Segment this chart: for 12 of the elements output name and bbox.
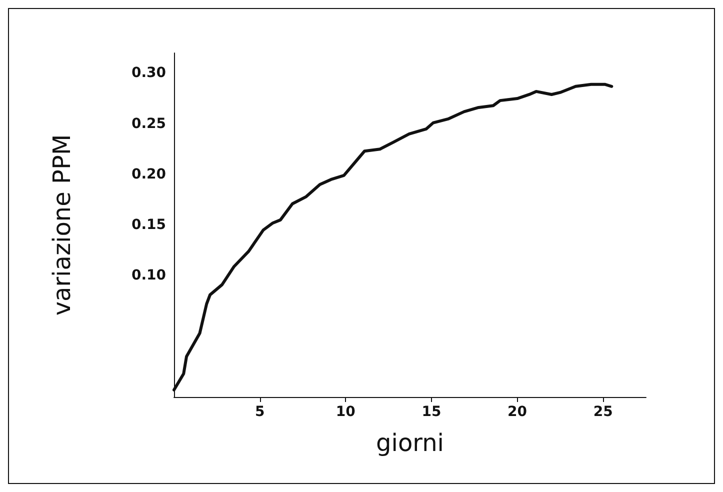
- y-tick-label: 0.30: [131, 65, 166, 82]
- x-tick-label: 15: [422, 404, 442, 420]
- x-tick-label: 25: [593, 404, 613, 420]
- x-tick-label: 5: [254, 404, 265, 420]
- x-tick-label: 10: [336, 404, 356, 420]
- y-axis-title: variazione PPM: [48, 134, 76, 316]
- x-axis-title: giorni: [376, 429, 444, 457]
- y-tick-label: 0.20: [131, 166, 166, 182]
- y-tick-label: 0.25: [131, 116, 166, 132]
- y-tick-label: 0.15: [131, 217, 166, 233]
- y-tick-label: 0.10: [131, 268, 166, 284]
- x-tick-label: 20: [508, 404, 528, 420]
